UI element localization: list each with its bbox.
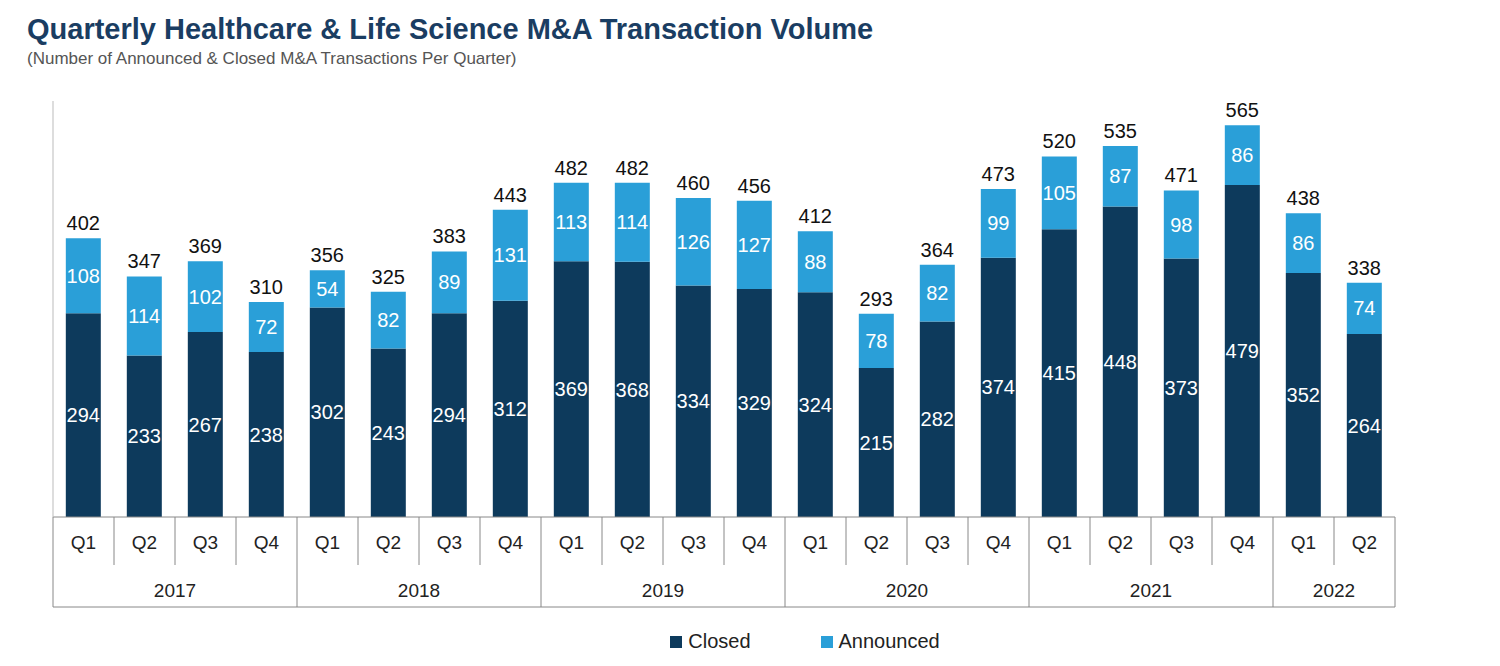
svg-text:Q2: Q2 — [376, 532, 401, 553]
svg-text:215: 215 — [860, 432, 893, 454]
svg-text:Q3: Q3 — [681, 532, 706, 553]
svg-text:294: 294 — [67, 404, 100, 426]
svg-text:456: 456 — [738, 175, 771, 197]
svg-text:Q2: Q2 — [1108, 532, 1133, 553]
svg-text:438: 438 — [1287, 187, 1320, 209]
svg-text:Q1: Q1 — [1047, 532, 1072, 553]
svg-text:86: 86 — [1292, 232, 1314, 254]
svg-text:Q2: Q2 — [132, 532, 157, 553]
svg-text:Q2: Q2 — [864, 532, 889, 553]
svg-text:482: 482 — [555, 157, 588, 179]
svg-text:98: 98 — [1170, 214, 1192, 236]
svg-text:2022: 2022 — [1313, 580, 1355, 601]
svg-text:Q4: Q4 — [742, 532, 768, 553]
svg-text:310: 310 — [250, 276, 283, 298]
svg-text:Q4: Q4 — [254, 532, 280, 553]
html-text:(Number of Announced & Closed: (Number of Announced & Closed M&A Transa… — [27, 49, 517, 68]
svg-text:2017: 2017 — [154, 580, 196, 601]
svg-text:374: 374 — [982, 376, 1015, 398]
svg-text:294: 294 — [433, 404, 466, 426]
svg-text:89: 89 — [438, 271, 460, 293]
svg-text:74: 74 — [1353, 297, 1375, 319]
svg-text:108: 108 — [67, 265, 100, 287]
svg-text:99: 99 — [987, 212, 1009, 234]
svg-text:Q4: Q4 — [1230, 532, 1256, 553]
svg-text:86: 86 — [1231, 144, 1253, 166]
svg-text:114: 114 — [616, 211, 648, 233]
svg-text:471: 471 — [1165, 164, 1198, 186]
svg-text:352: 352 — [1287, 384, 1320, 406]
svg-text:127: 127 — [738, 234, 771, 256]
svg-text:356: 356 — [311, 244, 344, 266]
svg-text:102: 102 — [189, 286, 222, 308]
svg-text:Q1: Q1 — [315, 532, 340, 553]
svg-text:412: 412 — [799, 205, 832, 227]
svg-text:114: 114 — [128, 305, 160, 327]
svg-text:347: 347 — [128, 250, 161, 272]
svg-text:Q1: Q1 — [71, 532, 96, 553]
svg-text:334: 334 — [677, 390, 710, 412]
svg-text:479: 479 — [1226, 340, 1259, 362]
svg-text:Q1: Q1 — [1291, 532, 1316, 553]
svg-text:2021: 2021 — [1130, 580, 1172, 601]
svg-text:Q2: Q2 — [1352, 532, 1377, 553]
svg-text:88: 88 — [804, 251, 826, 273]
svg-text:Q4: Q4 — [498, 532, 524, 553]
svg-text:373: 373 — [1165, 377, 1198, 399]
svg-text:329: 329 — [738, 392, 771, 414]
svg-text:Q3: Q3 — [437, 532, 462, 553]
svg-text:293: 293 — [860, 288, 893, 310]
svg-text:302: 302 — [311, 401, 344, 423]
svg-text:238: 238 — [250, 424, 283, 446]
svg-text:54: 54 — [316, 278, 338, 300]
svg-text:267: 267 — [189, 414, 222, 436]
svg-text:535: 535 — [1104, 120, 1137, 142]
svg-text:368: 368 — [616, 379, 649, 401]
svg-text:Q4: Q4 — [986, 532, 1012, 553]
svg-text:Q1: Q1 — [803, 532, 828, 553]
svg-text:324: 324 — [799, 394, 832, 416]
html-text:Quarterly Healthcare & Life Sc: Quarterly Healthcare & Life Science M&A … — [27, 13, 874, 45]
svg-text:113: 113 — [555, 211, 587, 233]
svg-text:105: 105 — [1043, 182, 1076, 204]
svg-text:482: 482 — [616, 157, 649, 179]
svg-text:243: 243 — [372, 422, 405, 444]
svg-text:312: 312 — [494, 398, 527, 420]
svg-text:2020: 2020 — [886, 580, 928, 601]
svg-text:Q3: Q3 — [193, 532, 218, 553]
svg-text:264: 264 — [1348, 415, 1381, 437]
html-text:Announced: Announced — [838, 630, 940, 652]
svg-text:72: 72 — [255, 316, 277, 338]
svg-text:Q2: Q2 — [620, 532, 645, 553]
svg-text:369: 369 — [555, 378, 588, 400]
svg-text:338: 338 — [1348, 257, 1381, 279]
svg-text:402: 402 — [67, 212, 100, 234]
svg-text:369: 369 — [189, 235, 222, 257]
svg-text:473: 473 — [982, 163, 1015, 185]
svg-text:443: 443 — [494, 184, 527, 206]
svg-text:Q3: Q3 — [1169, 532, 1194, 553]
svg-text:565: 565 — [1226, 99, 1259, 121]
svg-text:282: 282 — [921, 408, 954, 430]
svg-text:415: 415 — [1043, 362, 1076, 384]
svg-text:448: 448 — [1104, 351, 1137, 373]
svg-text:325: 325 — [372, 266, 405, 288]
svg-text:126: 126 — [677, 231, 710, 253]
svg-text:82: 82 — [926, 282, 948, 304]
svg-text:78: 78 — [865, 330, 887, 352]
svg-text:520: 520 — [1043, 130, 1076, 152]
svg-text:131: 131 — [494, 244, 527, 266]
svg-text:82: 82 — [377, 309, 399, 331]
svg-text:460: 460 — [677, 172, 710, 194]
svg-text:Q1: Q1 — [559, 532, 584, 553]
svg-text:364: 364 — [921, 239, 954, 261]
svg-text:383: 383 — [433, 225, 466, 247]
svg-text:Q3: Q3 — [925, 532, 950, 553]
svg-text:87: 87 — [1109, 165, 1131, 187]
svg-text:2018: 2018 — [398, 580, 440, 601]
svg-text:233: 233 — [128, 425, 161, 447]
svg-text:2019: 2019 — [642, 580, 684, 601]
html-text:Closed: Closed — [688, 630, 751, 652]
